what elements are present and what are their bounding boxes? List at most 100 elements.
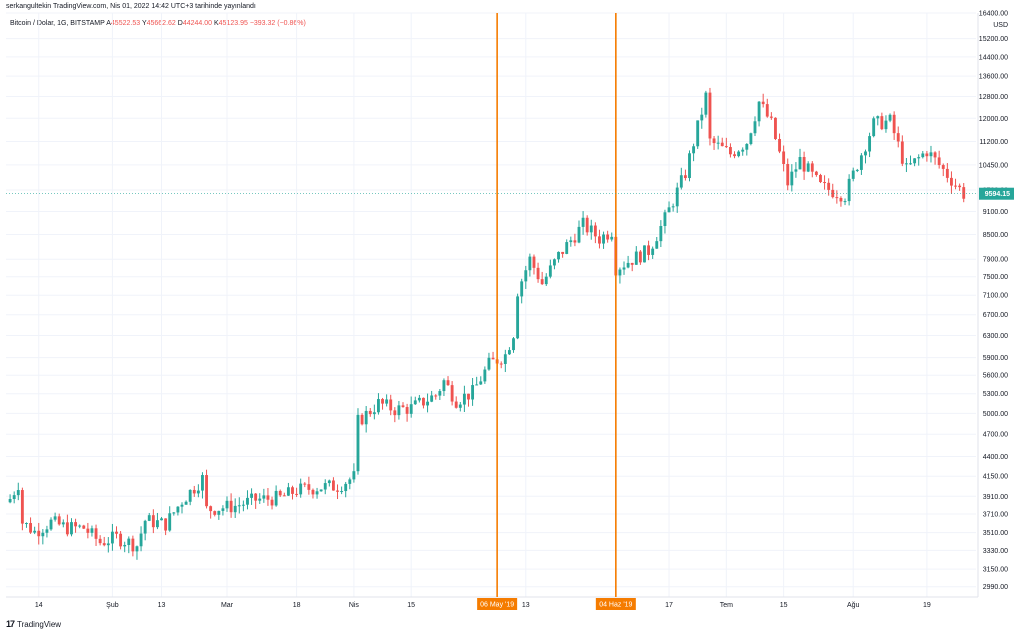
candle-body [409,404,413,414]
y-tick-label: 3510.00 [983,530,1008,537]
candle-body [880,116,884,130]
candle-body [233,505,237,513]
candle-body [180,504,184,507]
y-tick-label: 7500.00 [983,274,1008,281]
candle-body [917,157,921,159]
candle-body [442,380,446,392]
candle-body [859,155,863,170]
candle-body [945,168,949,178]
candle-body [225,500,229,509]
candle-body [426,401,429,406]
candle-body [835,197,839,199]
y-tick-label: 14400.00 [979,54,1008,61]
candle-body [581,217,585,227]
candle-body [184,501,188,505]
candle-body [254,493,258,501]
candle-body [720,142,724,147]
candle-body [274,490,278,506]
candle-body [843,201,847,203]
change-value: −393.32 (−0.86%) [249,20,306,27]
candle-body [598,236,601,244]
candle-body [724,146,728,148]
x-tick-label: 18 [293,602,301,609]
candle-body [757,101,761,122]
candle-body [57,516,61,525]
y-tick-label: 5300.00 [983,391,1008,398]
publish-caption: serkangultekin TradingView.com, Nis 01, … [6,3,256,10]
candle-body [688,153,691,179]
candle-body [839,197,843,202]
candle-body [237,505,241,507]
candle-body [151,515,155,528]
candle-body [741,149,745,152]
candle-body [544,276,548,285]
candle-body [61,522,65,525]
candle-body [643,245,646,263]
candle-body [806,163,810,172]
candle-body [573,240,577,243]
x-tick-label: 15 [780,602,788,609]
vertical-marker-badge [477,598,518,610]
candle-body [585,217,589,233]
x-tick-label: Nis [349,602,360,609]
candle-body [417,397,421,401]
y-tick-label: 4700.00 [983,432,1008,439]
candle-body [622,267,626,270]
candle-body [499,363,503,365]
candle-body [659,225,663,242]
y-tick-label: 4150.00 [983,474,1008,481]
candle-body [769,116,773,118]
candle-body [516,296,520,339]
x-tick-label: 13 [522,602,530,609]
candle-body [209,506,213,512]
candle-body [205,475,208,507]
candle-body [139,533,143,547]
x-tick-label: Mar [221,602,234,609]
x-tick-label: Tem [720,602,733,609]
candle-body [638,251,642,263]
candle-body [352,471,356,480]
candle-body [671,206,675,208]
candle-body [929,152,933,157]
candle-body [663,212,667,226]
candle-body [78,525,82,527]
candle-body [847,178,851,202]
candle-body [450,385,454,402]
candle-body [909,163,912,165]
candle-body [258,498,262,501]
candle-body [135,546,139,552]
candle-body [262,495,266,499]
y-tick-label: 2990.00 [983,584,1008,591]
candle-body [282,495,286,497]
y-tick-label: 12000.00 [979,116,1008,123]
candle-body [45,529,49,533]
candle-body [278,490,282,496]
candle-body [491,357,495,360]
candle-body [700,114,704,121]
candle-body [712,138,716,144]
candle-body [217,510,221,515]
candle-body [765,104,769,117]
candle-body [900,141,904,164]
candle-body [270,499,274,506]
candle-body [921,153,925,158]
candle-body [557,251,560,260]
candle-body [348,479,352,484]
candle-body [196,490,200,494]
y-tick-label: 6300.00 [983,333,1008,340]
candle-body [360,414,364,425]
low-value: 44244.00 [182,20,213,27]
candle-body [164,518,168,531]
candle-body [794,169,798,172]
candle-body [933,152,937,158]
candle-body [123,544,127,547]
candle-body [798,157,802,170]
candle-body [413,400,417,405]
candle-body [925,153,929,157]
candle-body [589,225,593,233]
candle-body [41,532,45,537]
candle-body [532,256,536,268]
candle-body [958,185,962,188]
candle-body [368,410,372,415]
